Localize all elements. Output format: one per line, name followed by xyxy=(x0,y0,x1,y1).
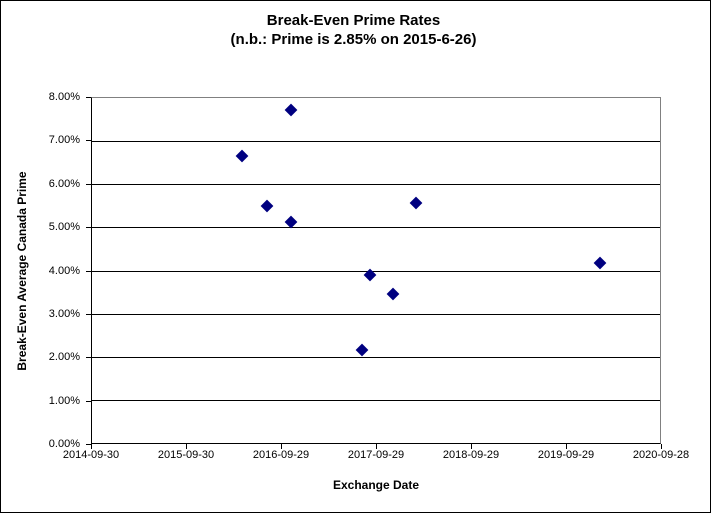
x-axis-tick xyxy=(471,444,472,449)
data-point-diamond xyxy=(409,196,423,210)
y-axis-tick-label: 3.00% xyxy=(48,307,80,320)
data-point-diamond xyxy=(284,103,298,117)
gridline xyxy=(92,356,660,358)
y-axis-tick xyxy=(86,183,91,185)
y-axis-tick-label: 6.00% xyxy=(48,177,80,190)
x-axis-tick-label: 2014-09-30 xyxy=(62,449,120,461)
y-axis-tick xyxy=(86,140,91,142)
gridline xyxy=(92,141,660,143)
x-axis-tick xyxy=(281,444,282,449)
y-axis-tick xyxy=(86,97,91,98)
chart-title: Break-Even Prime Rates xyxy=(266,12,441,29)
gridline xyxy=(92,313,660,315)
data-point-diamond xyxy=(387,287,400,301)
x-axis-tick-label: 2015-09-30 xyxy=(157,449,215,461)
x-axis-tick-label: 2016-09-29 xyxy=(252,449,310,461)
y-axis-tick-label: 0.00% xyxy=(48,438,80,450)
plot-area xyxy=(91,97,661,444)
data-point-diamond xyxy=(355,343,369,357)
gridline xyxy=(92,184,660,186)
data-point-diamond xyxy=(260,199,274,213)
chart-subtitle: (n.b.: Prime is 2.85% on 2015-6-26) xyxy=(230,31,477,48)
x-axis-tick-label: 2019-09-29 xyxy=(537,449,595,461)
x-axis-tick xyxy=(376,444,377,449)
y-axis-tick-label: 7.00% xyxy=(48,134,80,147)
y-axis-tick xyxy=(86,444,91,445)
gridline xyxy=(92,399,660,401)
x-axis-tick xyxy=(661,444,662,449)
y-axis-tick-label: 5.00% xyxy=(48,221,80,234)
y-axis-tick-label: 4.00% xyxy=(48,264,80,277)
x-axis-tick xyxy=(566,444,567,449)
y-axis-tick-label: 1.00% xyxy=(48,394,80,407)
x-axis-title: Exchange Date xyxy=(332,478,420,492)
data-point-diamond xyxy=(235,149,249,163)
x-axis-tick xyxy=(91,444,92,449)
y-axis-tick-label: 8.00% xyxy=(48,91,80,103)
y-axis-tick xyxy=(86,270,91,272)
data-point-diamond xyxy=(593,256,607,270)
chart-title-block: Break-Even Prime Rates (n.b.: Prime is 2… xyxy=(1,11,706,49)
y-axis-tick xyxy=(86,357,91,359)
y-axis-tick xyxy=(86,313,91,315)
x-axis-tick-label: 2017-09-29 xyxy=(347,449,405,461)
x-axis-tick-label: 2020-09-28 xyxy=(632,449,690,461)
x-axis-tick xyxy=(186,444,187,449)
gridline xyxy=(92,227,660,229)
gridline xyxy=(92,270,660,272)
y-axis-tick xyxy=(86,400,91,402)
y-axis-tick-label: 2.00% xyxy=(48,351,80,364)
y-axis-tick xyxy=(86,227,91,229)
x-axis-tick-label: 2018-09-29 xyxy=(442,449,500,461)
